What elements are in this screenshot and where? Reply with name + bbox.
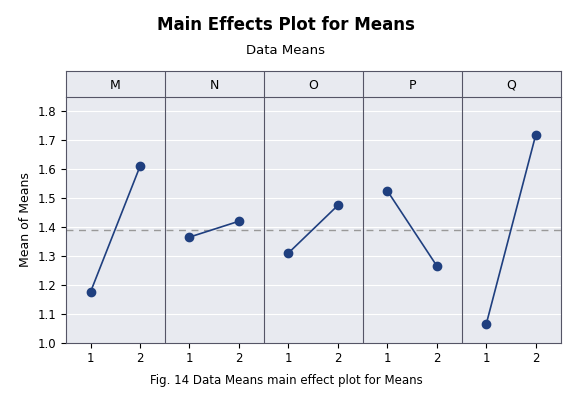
Text: Main Effects Plot for Means: Main Effects Plot for Means [157,16,415,34]
Text: Q: Q [506,79,516,92]
Text: O: O [308,79,318,92]
Text: P: P [408,79,416,92]
Text: M: M [110,79,121,92]
Text: Fig. 14 Data Means main effect plot for Means: Fig. 14 Data Means main effect plot for … [150,374,422,387]
Y-axis label: Mean of Means: Mean of Means [19,172,32,267]
Text: N: N [209,79,219,92]
Text: Data Means: Data Means [247,44,325,57]
